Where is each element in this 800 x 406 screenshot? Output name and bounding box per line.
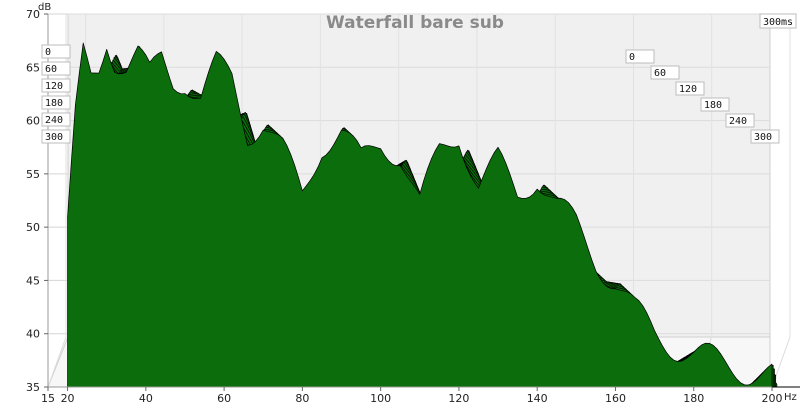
depth-label-left: 240	[45, 115, 63, 126]
y-tick-label: 65	[26, 61, 40, 74]
depth-label-box-left	[41, 44, 71, 59]
y-axis-label: dB	[38, 2, 51, 13]
depth-label-left: 0	[45, 47, 51, 58]
grid-line-x-floor	[47, 336, 67, 388]
x-tick-label: 100	[370, 392, 391, 405]
depth-label-left: 300	[45, 132, 63, 143]
x-axis-label: Hz	[784, 392, 797, 403]
x-tick-label: 40	[139, 392, 153, 405]
x-tick-label: 160	[605, 392, 626, 405]
x-tick-label: 140	[527, 392, 548, 405]
depth-label-right: 300	[754, 132, 772, 143]
axes: 35 40 45 50 55 60 65 70 15 20 40 60 80 100 120 140 160 18…	[26, 8, 783, 405]
x-tick-label: 180	[683, 392, 704, 405]
y-tick-label: 35	[26, 381, 40, 394]
depth-label-right: 180	[704, 100, 722, 111]
depth-label-box-left	[41, 78, 71, 93]
depth-label-box-left	[41, 61, 71, 76]
depth-label-box-left	[41, 129, 71, 144]
y-tick-label: 60	[26, 115, 40, 128]
depth-label-left: 180	[45, 98, 63, 109]
depth-label-box-right	[700, 97, 730, 112]
x-tick-label: 15	[41, 392, 55, 405]
depth-label-box-left	[41, 95, 71, 110]
depth-label-right: 240	[729, 116, 747, 127]
x-tick-label: 200	[762, 392, 783, 405]
waterfall-slices	[0, 42, 800, 406]
depth-label-right: 60	[654, 68, 666, 79]
x-tick-label: 20	[61, 392, 75, 405]
y-tick-label: 50	[26, 221, 40, 234]
y-tick-label: 70	[26, 8, 40, 21]
time-label-box	[759, 13, 797, 29]
depth-label-box-right	[650, 65, 680, 80]
bottom-cover	[0, 388, 800, 406]
time-label: 300ms	[763, 17, 793, 28]
depth-label-box-right	[725, 113, 755, 128]
depth-labels-left: 0 60 120 180 240 300	[41, 44, 71, 144]
x-tick-label: 80	[295, 392, 309, 405]
depth-label-box-right	[675, 81, 705, 96]
x-tick-label: 60	[217, 392, 231, 405]
depth-labels-right: 0 60 120 180 240 300	[625, 49, 780, 144]
depth-label-right: 120	[679, 84, 697, 95]
depth-label-box-left	[41, 112, 71, 127]
y-tick-label: 45	[26, 274, 40, 287]
depth-label-left: 120	[45, 81, 63, 92]
x-tick-label: 120	[448, 392, 469, 405]
waterfall-slice	[67, 42, 773, 388]
y-tick-label: 55	[26, 168, 40, 181]
depth-label-box-right	[625, 49, 655, 64]
depth-label-right: 0	[629, 52, 635, 63]
y-tick-label: 40	[26, 328, 40, 341]
chart-title: Waterfall bare sub	[326, 13, 504, 33]
depth-label-box-right	[750, 129, 780, 144]
depth-label-left: 60	[45, 64, 57, 75]
